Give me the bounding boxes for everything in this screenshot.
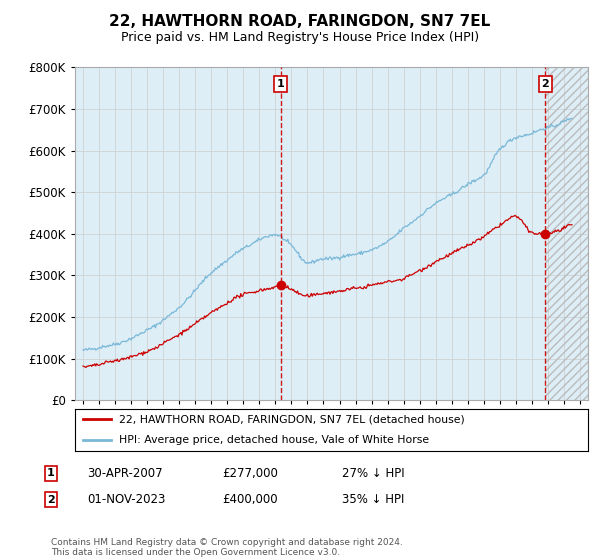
Text: 27% ↓ HPI: 27% ↓ HPI — [342, 466, 404, 480]
Text: Contains HM Land Registry data © Crown copyright and database right 2024.
This d: Contains HM Land Registry data © Crown c… — [51, 538, 403, 557]
Text: Price paid vs. HM Land Registry's House Price Index (HPI): Price paid vs. HM Land Registry's House … — [121, 31, 479, 44]
Text: 22, HAWTHORN ROAD, FARINGDON, SN7 7EL (detached house): 22, HAWTHORN ROAD, FARINGDON, SN7 7EL (d… — [119, 414, 464, 424]
Bar — [545, 67, 588, 400]
Text: HPI: Average price, detached house, Vale of White Horse: HPI: Average price, detached house, Vale… — [119, 435, 429, 445]
Text: 30-APR-2007: 30-APR-2007 — [87, 466, 163, 480]
Text: 01-NOV-2023: 01-NOV-2023 — [87, 493, 166, 506]
Text: 35% ↓ HPI: 35% ↓ HPI — [342, 493, 404, 506]
Text: 1: 1 — [47, 468, 55, 478]
Text: 22, HAWTHORN ROAD, FARINGDON, SN7 7EL: 22, HAWTHORN ROAD, FARINGDON, SN7 7EL — [109, 14, 491, 29]
Text: £400,000: £400,000 — [222, 493, 278, 506]
Text: 2: 2 — [47, 494, 55, 505]
Text: £277,000: £277,000 — [222, 466, 278, 480]
Text: 1: 1 — [277, 79, 284, 89]
Text: 2: 2 — [541, 79, 549, 89]
